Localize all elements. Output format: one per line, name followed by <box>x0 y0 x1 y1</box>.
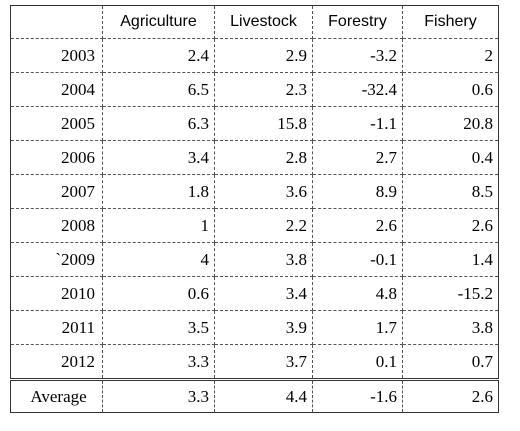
table-row: 2006 3.4 2.8 2.7 0.4 <box>10 140 499 175</box>
row-year: 2004 <box>10 72 103 107</box>
cell-agriculture: 0.6 <box>102 276 215 311</box>
cell-agriculture: 1 <box>102 208 215 243</box>
cell-forestry: 0.1 <box>312 344 403 380</box>
cell-forestry: -32.4 <box>312 72 403 107</box>
average-fishery: 2.6 <box>402 378 499 413</box>
row-year: 2011 <box>10 310 103 345</box>
row-year: 2007 <box>10 174 103 209</box>
average-livestock: 4.4 <box>214 378 313 413</box>
cell-livestock: 3.8 <box>214 242 313 277</box>
average-agriculture: 3.3 <box>102 378 215 413</box>
cell-fishery: 0.6 <box>402 72 499 107</box>
table-row: 2010 0.6 3.4 4.8 -15.2 <box>10 276 499 311</box>
cell-livestock: 3.6 <box>214 174 313 209</box>
data-table-container: Agriculture Livestock Forestry Fishery 2… <box>10 5 499 413</box>
table-row: 2011 3.5 3.9 1.7 3.8 <box>10 310 499 345</box>
average-forestry: -1.6 <box>312 378 403 413</box>
cell-agriculture: 6.5 <box>102 72 215 107</box>
row-year: 2010 <box>10 276 103 311</box>
cell-forestry: -0.1 <box>312 242 403 277</box>
table-row: 2005 6.3 15.8 -1.1 20.8 <box>10 106 499 141</box>
header-fishery: Fishery <box>402 5 499 39</box>
header-livestock: Livestock <box>214 5 313 39</box>
cell-fishery: 8.5 <box>402 174 499 209</box>
header-corner <box>10 5 103 39</box>
cell-fishery: 0.4 <box>402 140 499 175</box>
average-row: Average 3.3 4.4 -1.6 2.6 <box>10 378 499 413</box>
cell-livestock: 3.4 <box>214 276 313 311</box>
row-year: `2009 <box>10 242 103 277</box>
cell-agriculture: 4 <box>102 242 215 277</box>
cell-agriculture: 6.3 <box>102 106 215 141</box>
cell-forestry: -3.2 <box>312 38 403 73</box>
cell-forestry: 4.8 <box>312 276 403 311</box>
cell-agriculture: 3.4 <box>102 140 215 175</box>
cell-agriculture: 3.3 <box>102 344 215 380</box>
table-row: `2009 4 3.8 -0.1 1.4 <box>10 242 499 277</box>
cell-livestock: 3.9 <box>214 310 313 345</box>
cell-agriculture: 3.5 <box>102 310 215 345</box>
cell-fishery: 2.6 <box>402 208 499 243</box>
row-year: 2005 <box>10 106 103 141</box>
row-year: 2003 <box>10 38 103 73</box>
cell-livestock: 2.2 <box>214 208 313 243</box>
cell-fishery: 3.8 <box>402 310 499 345</box>
cell-forestry: -1.1 <box>312 106 403 141</box>
cell-fishery: 20.8 <box>402 106 499 141</box>
row-year: 2012 <box>10 344 103 380</box>
cell-livestock: 2.8 <box>214 140 313 175</box>
cell-livestock: 3.7 <box>214 344 313 380</box>
cell-forestry: 2.6 <box>312 208 403 243</box>
header-row: Agriculture Livestock Forestry Fishery <box>10 5 499 39</box>
table-row: 2008 1 2.2 2.6 2.6 <box>10 208 499 243</box>
cell-livestock: 2.3 <box>214 72 313 107</box>
table-row: 2004 6.5 2.3 -32.4 0.6 <box>10 72 499 107</box>
cell-fishery: 2 <box>402 38 499 73</box>
row-year: 2006 <box>10 140 103 175</box>
table-row: 2003 2.4 2.9 -3.2 2 <box>10 38 499 73</box>
cell-fishery: 0.7 <box>402 344 499 380</box>
cell-forestry: 1.7 <box>312 310 403 345</box>
cell-agriculture: 1.8 <box>102 174 215 209</box>
table-row: 2007 1.8 3.6 8.9 8.5 <box>10 174 499 209</box>
cell-fishery: 1.4 <box>402 242 499 277</box>
growth-table: Agriculture Livestock Forestry Fishery 2… <box>10 5 499 413</box>
average-label: Average <box>10 378 103 413</box>
table-row: 2012 3.3 3.7 0.1 0.7 <box>10 344 499 380</box>
cell-agriculture: 2.4 <box>102 38 215 73</box>
row-year: 2008 <box>10 208 103 243</box>
cell-forestry: 2.7 <box>312 140 403 175</box>
header-agriculture: Agriculture <box>102 5 215 39</box>
cell-livestock: 2.9 <box>214 38 313 73</box>
cell-livestock: 15.8 <box>214 106 313 141</box>
cell-forestry: 8.9 <box>312 174 403 209</box>
cell-fishery: -15.2 <box>402 276 499 311</box>
header-forestry: Forestry <box>312 5 403 39</box>
